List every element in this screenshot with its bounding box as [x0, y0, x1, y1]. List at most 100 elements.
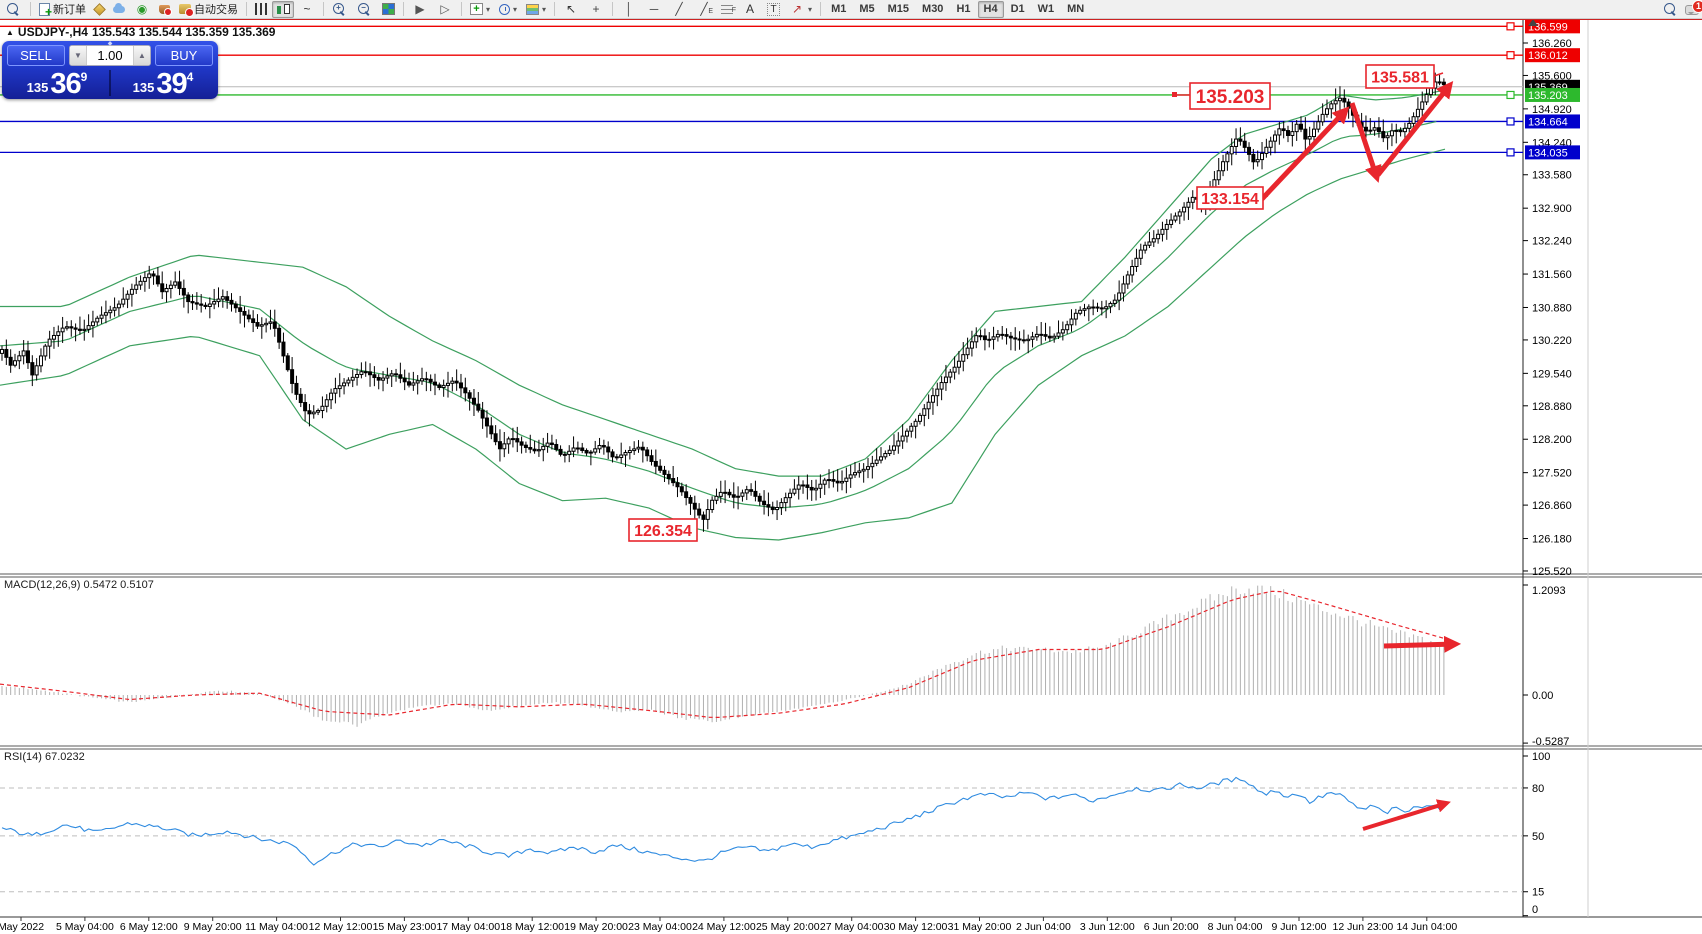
periods-button[interactable]: ▾ — [495, 1, 521, 18]
candle — [943, 376, 948, 384]
text-button[interactable]: A — [738, 1, 762, 18]
notification-badge[interactable]: 1 — [1692, 0, 1702, 13]
tf-mn-button[interactable]: MN — [1067, 3, 1085, 15]
candlesticks — [0, 72, 1446, 532]
candle — [493, 433, 498, 443]
market-button[interactable] — [155, 1, 174, 18]
candle — [688, 497, 693, 504]
line-chart-button[interactable]: ~ — [295, 1, 319, 18]
buy-price-display[interactable]: 135 39 4 — [132, 68, 194, 100]
sell-price-display[interactable]: 135 36 9 — [26, 68, 88, 100]
autotrading-button[interactable]: 自动交易 — [175, 1, 242, 18]
buy-button[interactable]: BUY — [155, 45, 213, 66]
bb-upper-band[interactable] — [0, 89, 1446, 477]
candle — [987, 338, 992, 341]
tf-m15-button[interactable]: M15 — [887, 3, 910, 15]
trend-arrow — [1260, 106, 1350, 201]
time-label: 6 Jun 20:00 — [1144, 921, 1199, 933]
candle — [558, 448, 563, 455]
bar-chart-button[interactable] — [251, 1, 271, 18]
text-label-button[interactable] — [763, 1, 784, 18]
tile-windows-button[interactable] — [378, 1, 399, 18]
toolbar-separator — [820, 2, 822, 16]
price-badge-text: 136.012 — [1528, 50, 1568, 62]
zoom-out-button[interactable] — [353, 1, 377, 18]
fibonacci-button[interactable] — [717, 1, 737, 18]
candle — [220, 296, 225, 300]
time-label: 31 May 20:00 — [948, 921, 1012, 933]
price-badge — [1525, 145, 1580, 160]
crosshair-button[interactable]: + — [584, 1, 608, 18]
candle — [649, 455, 654, 462]
analyst-annotations[interactable]: 135.203 135.581 133.154 126.354 — [628, 64, 1462, 831]
candle — [1268, 140, 1273, 148]
candle — [1021, 339, 1026, 342]
templates-button[interactable]: ▾ — [522, 1, 550, 18]
trendline-button[interactable]: ╱ — [667, 1, 691, 18]
candle — [480, 409, 485, 419]
equidistant-channel-button[interactable] — [692, 1, 716, 19]
tf-w1-button[interactable]: W1 — [1037, 3, 1055, 15]
macd-signal-line[interactable] — [0, 590, 1446, 719]
trend-arrow — [1383, 635, 1462, 653]
candle — [666, 473, 671, 480]
candle — [363, 371, 368, 374]
time-label: 17 May 04:00 — [436, 921, 500, 933]
tf-d1-button[interactable]: D1 — [1010, 3, 1025, 15]
indicators-button[interactable]: + ▾ — [466, 1, 494, 18]
auto-scroll-button[interactable]: ▶ — [408, 1, 432, 18]
tf-h1-button[interactable]: H1 — [956, 3, 971, 15]
sell-button[interactable]: SELL — [7, 45, 65, 66]
rsi-line[interactable] — [1, 776, 1445, 866]
candle — [173, 281, 178, 286]
candle — [407, 381, 412, 386]
mql5-community-icon — [113, 2, 125, 13]
hline-handle — [1506, 117, 1515, 126]
chart-shift-button[interactable]: ▷ — [433, 1, 457, 18]
candle — [394, 373, 399, 376]
bb-middle-band[interactable] — [0, 121, 1437, 509]
zoom-in-button[interactable] — [328, 1, 352, 18]
search-icon[interactable] — [1663, 2, 1679, 17]
candle — [463, 387, 468, 394]
horizontal-line-button[interactable]: ─ — [642, 1, 666, 18]
candle — [1034, 333, 1039, 338]
tf-m5-button[interactable]: M5 — [859, 3, 875, 15]
volume-decrease-button[interactable]: ▼ — [70, 46, 87, 65]
candle — [632, 448, 637, 452]
candle — [476, 403, 481, 411]
zoom-out-icon — [357, 2, 373, 17]
cursor-button[interactable]: ↖ — [559, 1, 583, 18]
tf-m1-button[interactable]: M1 — [831, 3, 847, 15]
candle — [1389, 130, 1394, 137]
chat-bubble-icon[interactable]: 1 — [1685, 0, 1702, 15]
toolbar-separator — [30, 2, 31, 16]
time-axis[interactable]: May 2022 5 May 04:00 6 May 12:00 9 May 20:0… — [0, 917, 1457, 933]
vertical-line-button[interactable]: │ — [617, 1, 641, 18]
scroll-marker-icon[interactable] — [1528, 19, 1538, 26]
quick-search-icon-icon — [6, 2, 22, 17]
candle — [268, 321, 273, 324]
volume-increase-button[interactable]: ▲ — [133, 46, 150, 65]
tf-h4-button[interactable]: H4 — [977, 0, 1004, 18]
quick-search-icon[interactable] — [2, 1, 26, 18]
metaeditor-button[interactable] — [91, 1, 108, 18]
signals-button[interactable]: ◉ — [130, 1, 154, 18]
candle — [762, 500, 767, 506]
candle — [948, 371, 953, 378]
candle — [186, 294, 191, 303]
bb-lower-band[interactable] — [0, 148, 1446, 541]
candle-chart-button[interactable] — [272, 0, 294, 18]
macd-tick-label: -0.5287 — [1532, 736, 1569, 748]
arrows-button[interactable]: ↗ ▾ — [785, 1, 816, 18]
candle — [12, 360, 17, 366]
mql5-community-button[interactable] — [109, 1, 129, 18]
candle — [878, 456, 883, 461]
new-order-button[interactable]: 新订单 — [35, 1, 90, 20]
candle — [904, 430, 909, 437]
volume-input[interactable]: 1.00 — [97, 48, 123, 63]
rsi-label: RSI(14) 67.0232 — [4, 751, 85, 763]
tf-m30-button[interactable]: M30 — [922, 3, 944, 15]
candle — [814, 487, 819, 491]
